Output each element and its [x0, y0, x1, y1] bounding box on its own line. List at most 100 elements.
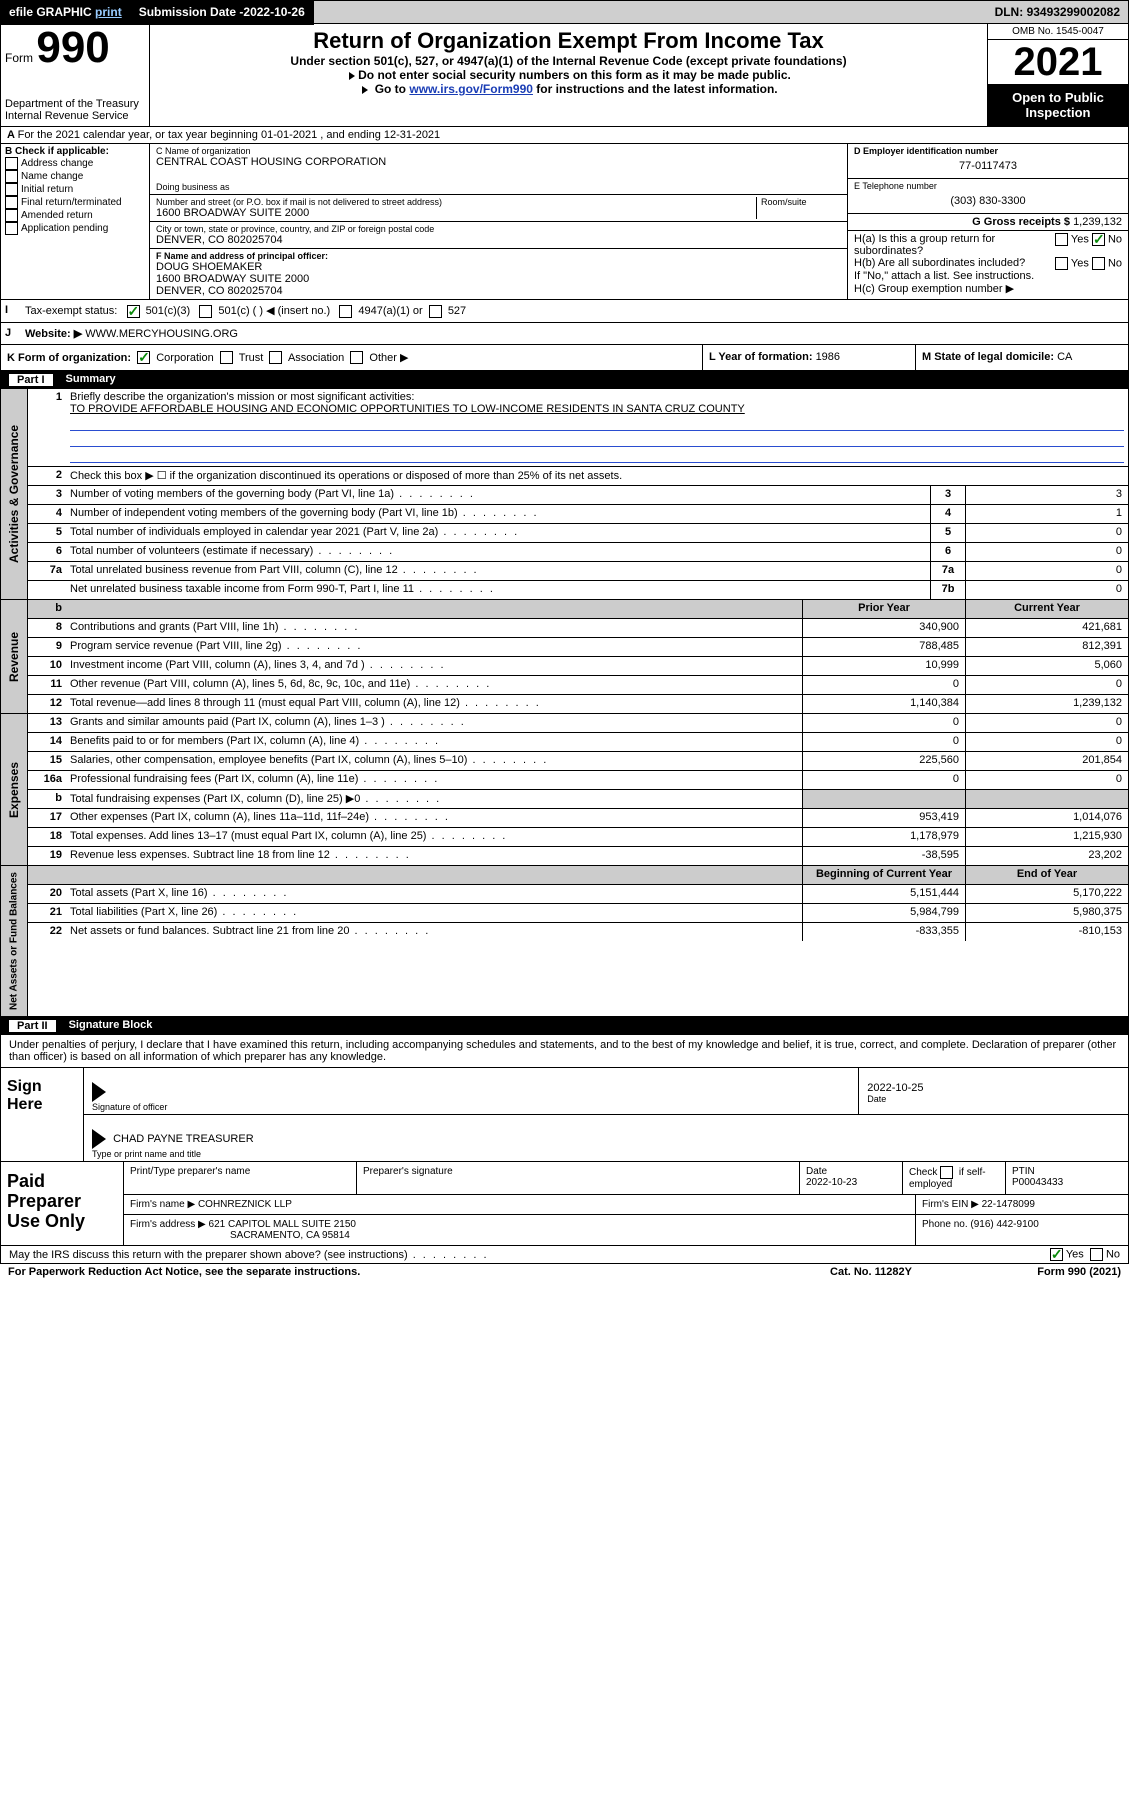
- f-addr: 1600 BROADWAY SUITE 2000: [156, 273, 841, 285]
- efile-cell: efile GRAPHIC print: [1, 0, 131, 25]
- exp-rows: 13 Grants and similar amounts paid (Part…: [28, 714, 1128, 865]
- dln-label: DLN:: [995, 5, 1027, 19]
- row-i: I Tax-exempt status: 501(c)(3) 501(c) ( …: [0, 300, 1129, 323]
- h2: Preparer's signature: [357, 1162, 800, 1194]
- mission-blank-2: [70, 432, 1124, 447]
- part2-title: Signature Block: [69, 1019, 153, 1033]
- sign-label: Sign Here: [1, 1068, 84, 1161]
- col-b: B Check if applicable: Address change Na…: [1, 144, 150, 299]
- form-num: 990: [36, 23, 109, 72]
- h-box: H(a) Is this a group return for subordin…: [848, 231, 1128, 299]
- paid-preparer: Paid Preparer Use Only Print/Type prepar…: [0, 1162, 1129, 1246]
- prep-row-1: Print/Type preparer's name Preparer's si…: [124, 1162, 1128, 1195]
- f-box: F Name and address of principal officer:…: [150, 249, 847, 299]
- g-box: G Gross receipts $ 1,239,132: [848, 214, 1128, 231]
- ag-section: Activities & Governance 1 Briefly descri…: [0, 389, 1129, 600]
- sig-name-label: Type or print name and title: [92, 1149, 1120, 1159]
- i-letter: I: [1, 300, 21, 322]
- hb-note: If "No," attach a list. See instructions…: [854, 270, 1122, 282]
- footer-discuss: May the IRS discuss this return with the…: [0, 1246, 1129, 1264]
- k-left: K Form of organization: Corporation Trus…: [1, 345, 702, 371]
- b-opt-2: Initial return: [5, 183, 145, 196]
- table-row: 5 Total number of individuals employed i…: [28, 523, 1128, 542]
- table-row: 19 Revenue less expenses. Subtract line …: [28, 846, 1128, 865]
- subtitle-1: Under section 501(c), 527, or 4947(a)(1)…: [158, 54, 979, 68]
- table-row: 7a Total unrelated business revenue from…: [28, 561, 1128, 580]
- l1b: TO PROVIDE AFFORDABLE HOUSING AND ECONOM…: [70, 403, 1124, 415]
- table-row: b Total fundraising expenses (Part IX, c…: [28, 789, 1128, 808]
- exp-tab: Expenses: [1, 714, 28, 865]
- col-header-row: b Prior Year Current Year: [28, 600, 1128, 618]
- i-label: Tax-exempt status:: [25, 305, 117, 317]
- firm-addr: Firm's address ▶ 621 CAPITOL MALL SUITE …: [124, 1215, 916, 1245]
- ag-rows: 1 Briefly describe the organization's mi…: [28, 389, 1128, 599]
- sig-row-1: Signature of officer 2022-10-25 Date: [84, 1068, 1128, 1115]
- h1: Print/Type preparer's name: [124, 1162, 357, 1194]
- tax-year: 2021: [988, 40, 1128, 84]
- hc-label: H(c) Group exemption number ▶: [854, 282, 1122, 295]
- subdate-value: 2022-10-26: [243, 5, 304, 19]
- e-label: E Telephone number: [854, 181, 1122, 191]
- print-link[interactable]: print: [95, 5, 122, 19]
- table-row: 11 Other revenue (Part VIII, column (A),…: [28, 675, 1128, 694]
- table-row: 16a Professional fundraising fees (Part …: [28, 770, 1128, 789]
- h4: Check if self-employed: [903, 1162, 1006, 1194]
- ha-label: H(a) Is this a group return for subordin…: [854, 233, 1055, 257]
- line-a-text: For the 2021 calendar year, or tax year …: [18, 129, 441, 141]
- col-d-h: D Employer identification number 77-0117…: [847, 144, 1128, 299]
- c-addr-box: Number and street (or P.O. box if mail i…: [150, 195, 847, 222]
- j-val: WWW.MERCYHOUSING.ORG: [85, 328, 238, 340]
- l1a: Briefly describe the organization's miss…: [70, 391, 1124, 403]
- dba-label: Doing business as: [156, 182, 841, 192]
- table-row: 3 Number of voting members of the govern…: [28, 485, 1128, 504]
- b-opt-3: Final return/terminated: [5, 196, 145, 209]
- table-row: 21 Total liabilities (Part X, line 26) 5…: [28, 903, 1128, 922]
- j-label: Website: ▶: [25, 328, 82, 340]
- col-c-f: C Name of organization CENTRAL COAST HOU…: [150, 144, 847, 299]
- rev-section: Revenue b Prior Year Current Year8 Contr…: [0, 600, 1129, 714]
- exp-section: Expenses 13 Grants and similar amounts p…: [0, 714, 1129, 866]
- table-row: 15 Salaries, other compensation, employe…: [28, 751, 1128, 770]
- sig-name-val: CHAD PAYNE TREASURER: [113, 1133, 254, 1145]
- footer-yesno: Yes No: [1050, 1248, 1120, 1261]
- table-row: 14 Benefits paid to or for members (Part…: [28, 732, 1128, 751]
- sig-row-2: CHAD PAYNE TREASURER Type or print name …: [84, 1115, 1128, 1161]
- b-opt-4: Amended return: [5, 209, 145, 222]
- irs-link[interactable]: www.irs.gov/Form990: [409, 82, 533, 96]
- l-label: L Year of formation:: [709, 351, 816, 363]
- table-row: 4 Number of independent voting members o…: [28, 504, 1128, 523]
- hb-row: H(b) Are all subordinates included? Yes …: [854, 257, 1122, 270]
- efile-label: efile GRAPHIC: [9, 5, 92, 19]
- j-letter: J: [1, 323, 21, 344]
- m-val: CA: [1057, 351, 1072, 363]
- table-row: Net unrelated business taxable income fr…: [28, 580, 1128, 599]
- table-row: 12 Total revenue—add lines 8 through 11 …: [28, 694, 1128, 713]
- l-box: L Year of formation: 1986: [702, 345, 915, 371]
- form-ref: Form 990 (2021): [971, 1266, 1121, 1278]
- part1-title: Summary: [66, 373, 116, 387]
- sign-body: Signature of officer 2022-10-25 Date CHA…: [84, 1068, 1128, 1161]
- f-label: F Name and address of principal officer:: [156, 251, 841, 261]
- col-header-row: Beginning of Current Year End of Year: [28, 866, 1128, 884]
- line-a: A For the 2021 calendar year, or tax yea…: [0, 127, 1129, 144]
- footer-q: May the IRS discuss this return with the…: [9, 1249, 1050, 1261]
- h5: PTIN P00043433: [1006, 1162, 1128, 1194]
- line-1: 1 Briefly describe the organization's mi…: [28, 389, 1128, 466]
- omb-number: OMB No. 1545-0047: [988, 24, 1128, 40]
- section-b-h: B Check if applicable: Address change Na…: [0, 144, 1129, 300]
- row-k: K Form of organization: Corporation Trus…: [0, 345, 1129, 372]
- mission-blank-3: [70, 448, 1124, 463]
- h3: Date 2022-10-23: [800, 1162, 903, 1194]
- b-opt-5: Application pending: [5, 222, 145, 235]
- header-right: OMB No. 1545-0047 2021 Open to Public In…: [987, 24, 1128, 126]
- part1-header: Part I Summary: [0, 371, 1129, 389]
- table-row: 6 Total number of volunteers (estimate i…: [28, 542, 1128, 561]
- sub3-post: for instructions and the latest informat…: [536, 82, 777, 96]
- rev-rows: b Prior Year Current Year8 Contributions…: [28, 600, 1128, 713]
- d-val: 77-0117473: [854, 156, 1122, 176]
- dln-cell: DLN: 93493299002082: [995, 5, 1128, 19]
- row-j: J Website: ▶ WWW.MERCYHOUSING.ORG: [0, 323, 1129, 345]
- declaration: Under penalties of perjury, I declare th…: [0, 1035, 1129, 1068]
- g-val: 1,239,132: [1073, 216, 1122, 228]
- k-label: K Form of organization:: [7, 352, 131, 364]
